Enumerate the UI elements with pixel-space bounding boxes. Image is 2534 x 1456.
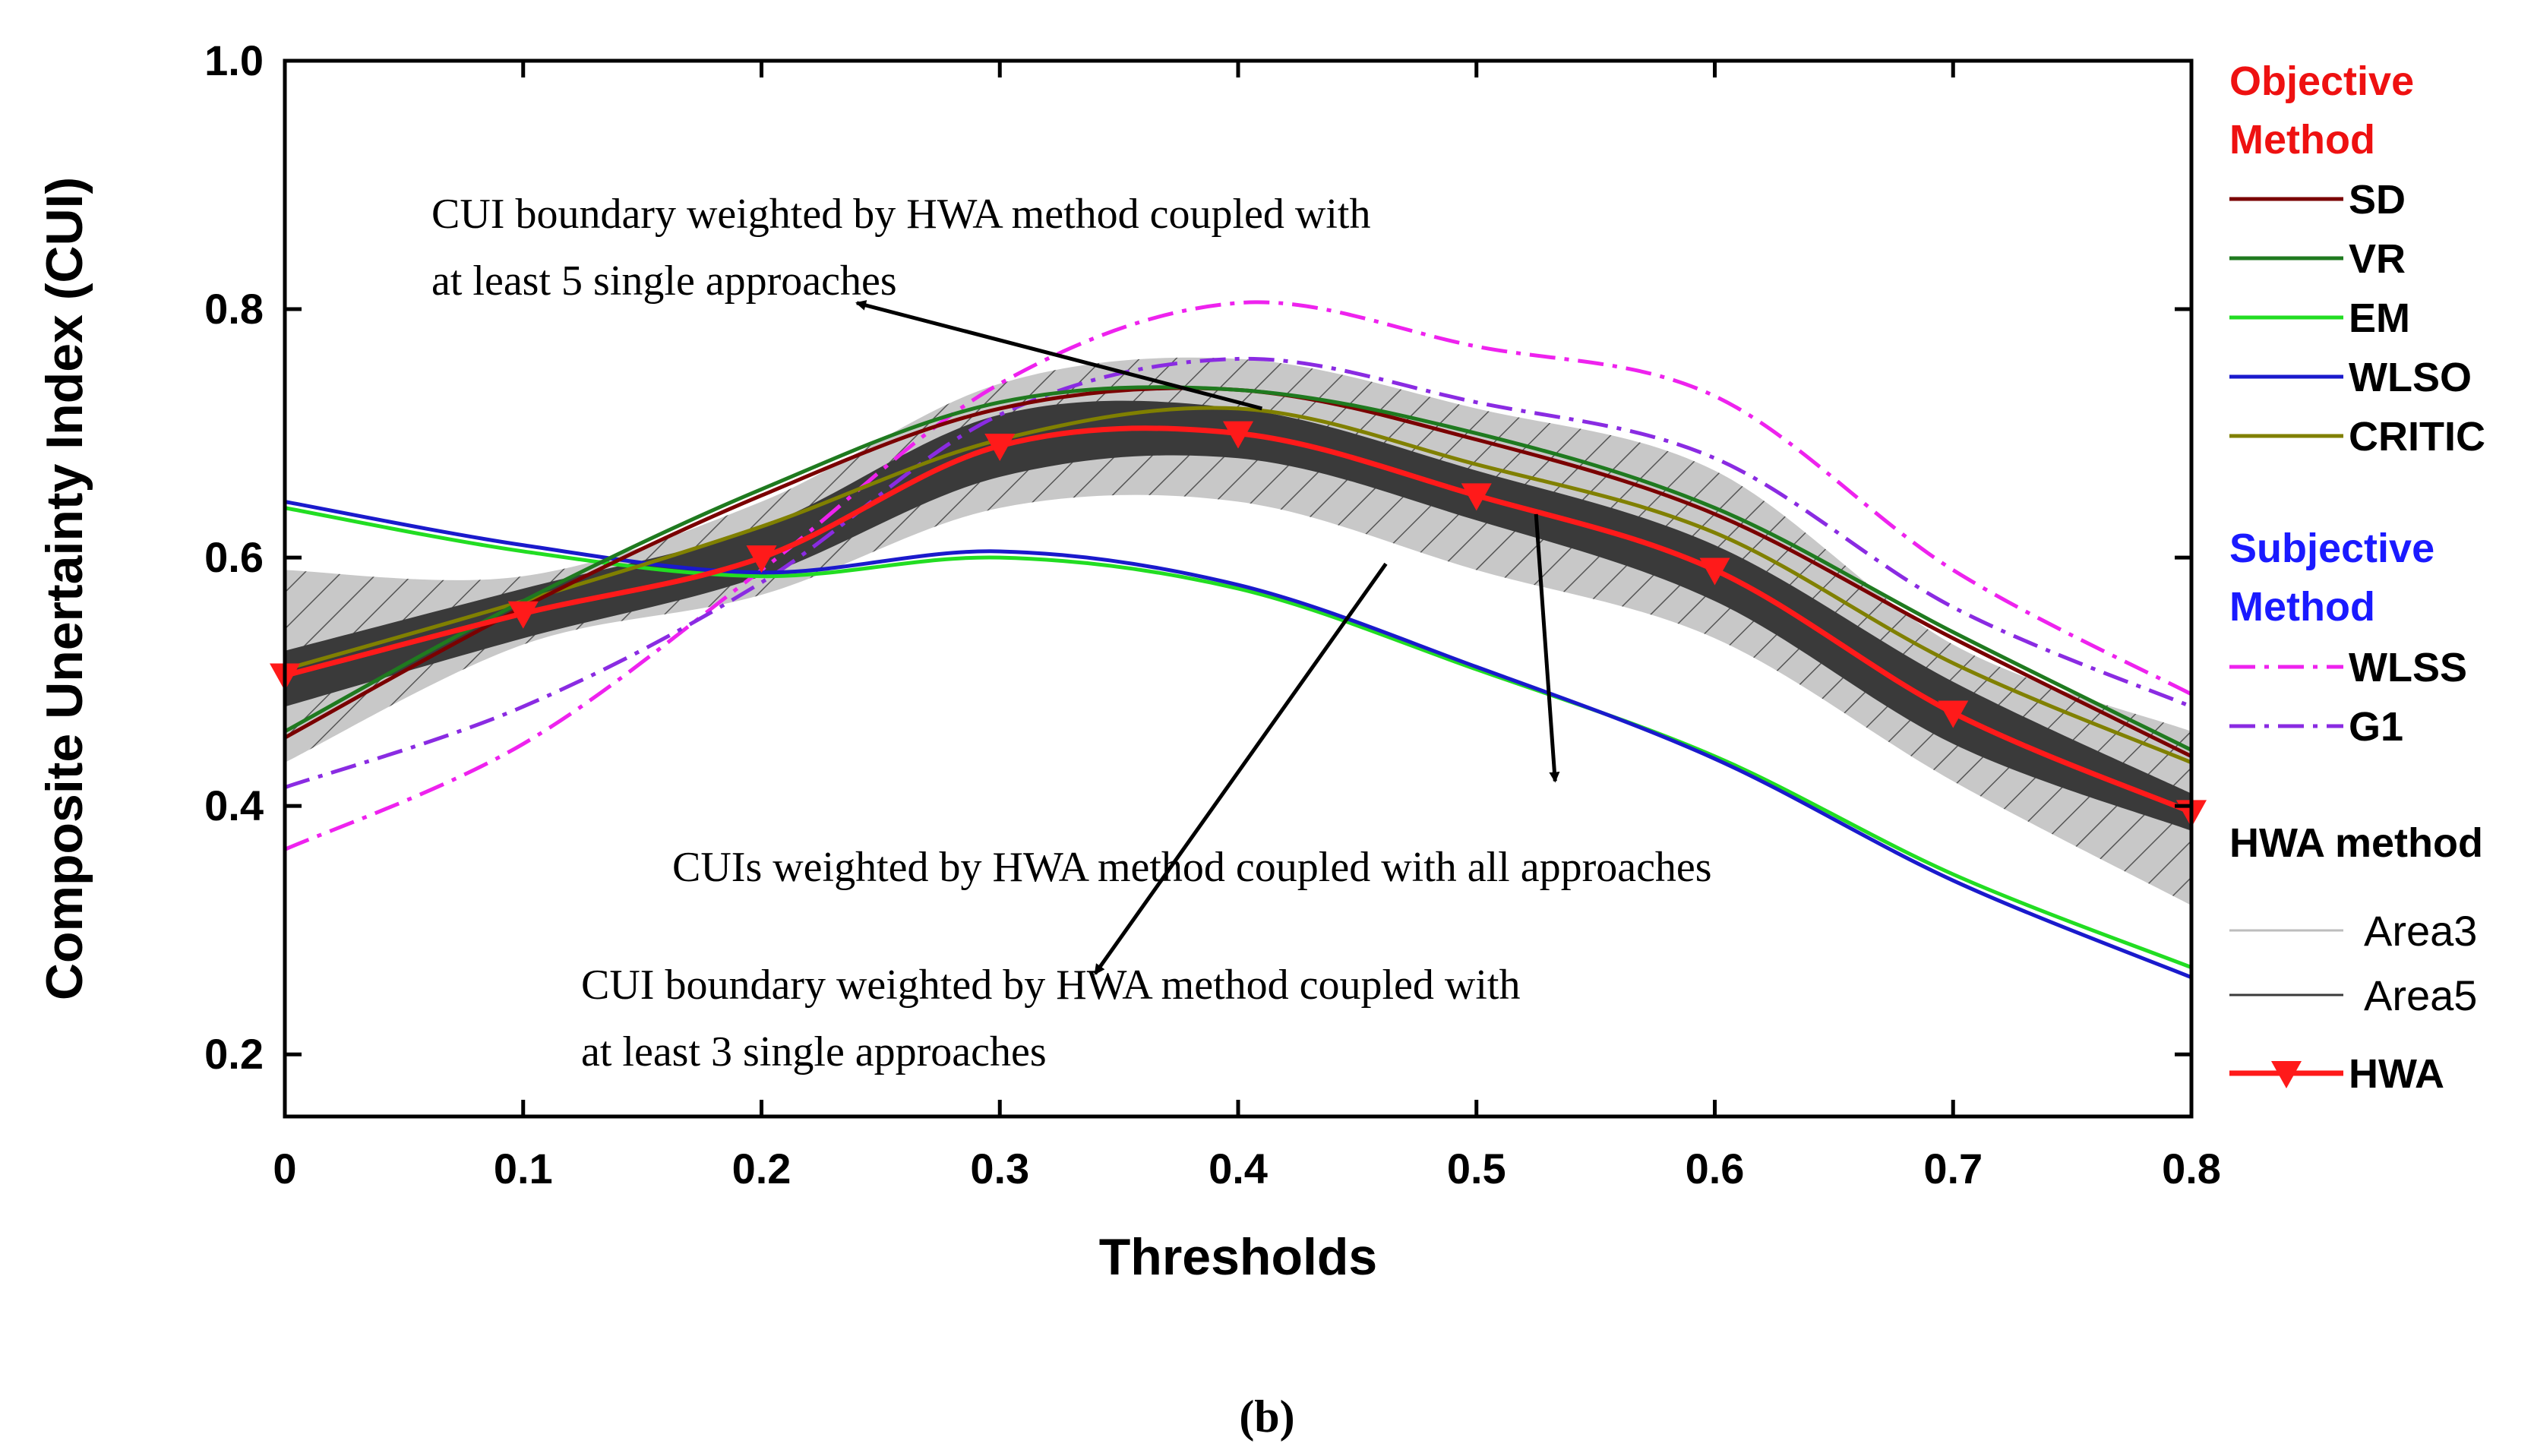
- hwa-marker: [1938, 700, 1969, 728]
- legend-objective-header: Method: [2229, 117, 2375, 163]
- band-area5: [285, 400, 2191, 831]
- legend-label-critic: CRITIC: [2349, 414, 2485, 460]
- annotation-text: CUI boundary weighted by HWA method coup…: [431, 191, 1370, 238]
- legend-label-hwa: HWA: [2349, 1051, 2444, 1097]
- figure-caption: (b): [1239, 1391, 1294, 1442]
- y-tick-label: 1.0: [204, 36, 264, 84]
- hwa-markers: [270, 421, 2207, 828]
- legend-label-sd: SD: [2349, 177, 2406, 223]
- annotation-text: at least 5 single approaches: [431, 257, 897, 305]
- legend-subjective-header: Method: [2229, 584, 2375, 630]
- annotation-text: CUI boundary weighted by HWA method coup…: [581, 962, 1520, 1009]
- hwa-marker: [746, 545, 777, 573]
- annotation-arrow: [1093, 562, 1388, 975]
- x-tick-label: 0.1: [494, 1145, 553, 1192]
- y-tick-label: 0.4: [204, 782, 264, 829]
- legend-marker-hwa: [2271, 1061, 2302, 1088]
- annotation-text: CUIs weighted by HWA method coupled with…: [672, 844, 1712, 891]
- x-tick-label: 0.4: [1209, 1145, 1268, 1192]
- annotation-three: CUI boundary weighted by HWA method coup…: [581, 562, 1520, 1075]
- x-axis-title: Thresholds: [1099, 1228, 1378, 1286]
- annotations: CUI boundary weighted by HWA method coup…: [431, 191, 1712, 1075]
- hwa-marker: [507, 601, 539, 629]
- band-area3: [285, 357, 2191, 905]
- x-tick-label: 0.7: [1923, 1145, 1983, 1192]
- annotation-arrow: [855, 300, 1263, 411]
- legend-hwa-header: HWA method: [2229, 820, 2483, 866]
- x-tick-label: 0: [273, 1145, 296, 1192]
- x-tick-label: 0.6: [1686, 1145, 1745, 1192]
- x-tick-label: 0.8: [2162, 1145, 2221, 1192]
- annotation-text: at least 3 single approaches: [581, 1028, 1047, 1075]
- y-tick-label: 0.8: [204, 285, 264, 333]
- legend-objective-header: Objective: [2229, 58, 2414, 104]
- hwa-marker: [984, 433, 1016, 461]
- y-axis: 0.2 0.4 0.6 0.8 1.0: [204, 36, 2191, 1078]
- legend-label-wlss: WLSS: [2349, 645, 2467, 690]
- y-axis-title: Composite Unertainty Index (CUI): [36, 177, 93, 1000]
- hwa-marker: [1461, 483, 1492, 511]
- legend: Objective Method SD VR EM WLSO CRITIC Subjectiv…: [2229, 58, 2485, 1097]
- annotation-arrow: [1534, 513, 1560, 783]
- series-line-critic: [285, 406, 2191, 765]
- legend-label-area5: Area5: [2364, 971, 2477, 1019]
- legend-label-g1: G1: [2349, 704, 2403, 750]
- legend-label-vr: VR: [2349, 236, 2406, 282]
- legend-subjective-header: Subjective: [2229, 526, 2434, 571]
- annotation-five: CUI boundary weighted by HWA method coup…: [431, 191, 1370, 411]
- annotation-all: CUIs weighted by HWA method coupled with…: [672, 513, 1712, 891]
- hwa-marker: [1699, 557, 1730, 586]
- series-line-wlss: [285, 300, 2191, 851]
- legend-label-area3: Area3: [2364, 907, 2477, 955]
- y-tick-label: 0.2: [204, 1030, 264, 1078]
- y-tick-label: 0.6: [204, 533, 264, 581]
- x-axis: 0 0.1 0.2 0.3 0.4 0.5 0.6 0.7 0.8: [273, 61, 2221, 1192]
- x-tick-label: 0.5: [1447, 1145, 1506, 1192]
- x-tick-label: 0.2: [732, 1145, 791, 1192]
- series-line-vr: [285, 385, 2191, 752]
- hwa-marker: [1223, 421, 1253, 449]
- legend-label-wlso: WLSO: [2349, 355, 2472, 400]
- x-tick-label: 0.3: [970, 1145, 1029, 1192]
- series-lines: [285, 300, 2191, 980]
- series-line-em: [285, 506, 2191, 970]
- confidence-bands: [285, 357, 2191, 905]
- series-line-g1: [285, 356, 2191, 790]
- legend-label-em: EM: [2349, 295, 2410, 341]
